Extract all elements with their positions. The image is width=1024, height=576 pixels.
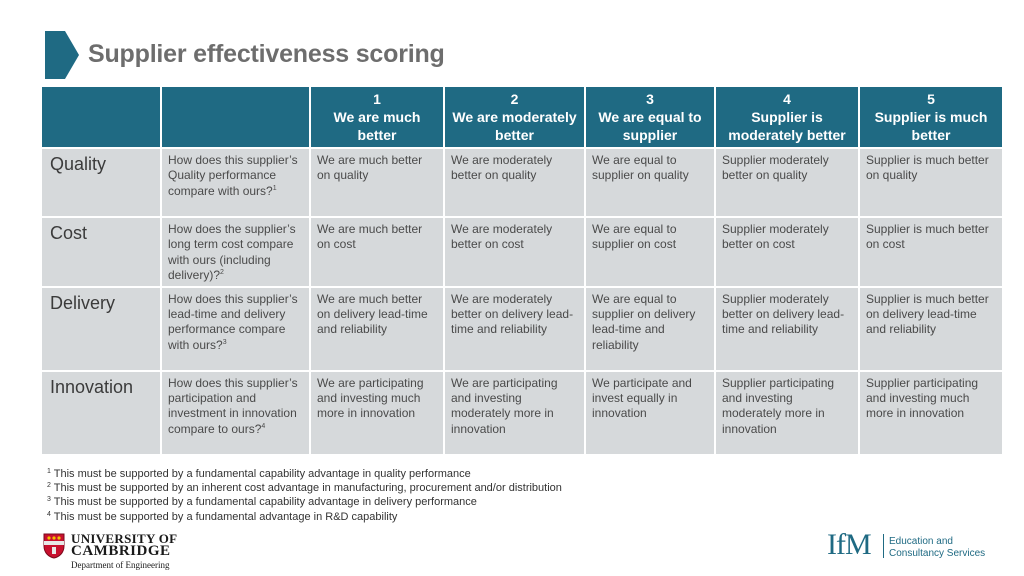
scoring-table: 1 We are much better 2 We are moderately b…: [40, 85, 1004, 456]
question-text: How does this supplier’s participation a…: [168, 375, 298, 436]
footnote: 4 This must be supported by a fundamenta…: [47, 510, 562, 524]
header-num: 3: [646, 91, 654, 107]
ifm-line2: Consultancy Services: [889, 548, 986, 559]
row-question: How does this supplier’s participation a…: [160, 369, 311, 456]
header-label: Supplier is moderately better: [728, 109, 846, 143]
footnote-ref: 1: [272, 184, 277, 192]
score-cell: Supplier moderately better on delivery l…: [714, 285, 860, 372]
question-text: How does the supplier’s long term cost c…: [168, 222, 296, 283]
score-cell: We are equal to supplier on delivery lea…: [584, 285, 716, 372]
ifm-text: Education and Consultancy Services: [889, 536, 985, 560]
header-empty-1: [40, 85, 162, 149]
header-num: 1: [373, 91, 381, 107]
page-title: Supplier effectiveness scoring: [88, 40, 445, 68]
footnote-ref: 4: [261, 422, 266, 430]
ifm-mark: IfM: [827, 528, 872, 561]
footnote-text: This must be supported by a fundamental …: [53, 468, 471, 480]
title-chevron-icon: [45, 31, 79, 79]
score-cell: We participate and invest equally in inn…: [584, 369, 716, 456]
score-cell: We are participating and investing moder…: [443, 369, 586, 456]
cambridge-line2: CAMBRIDGE: [71, 543, 171, 559]
header-score-2: 2 We are moderately better: [443, 85, 586, 149]
row-label: Innovation: [40, 369, 162, 456]
header-num: 2: [510, 91, 519, 107]
footnote-text: This must be supported by an inherent co…: [53, 482, 562, 495]
table-row-quality: Quality How does this supplier’s Quality…: [40, 147, 1004, 218]
score-cell: We are much better on cost: [309, 216, 445, 288]
score-cell: Supplier is much better on delivery lead…: [858, 285, 1004, 372]
row-question: How does this supplier’s lead-time and d…: [160, 285, 311, 372]
header-label: We are equal to supplier: [598, 109, 702, 143]
header-num: 5: [927, 91, 935, 107]
footnote-number: 4: [47, 510, 51, 518]
footnote-text: This must be supported by a fundamental …: [53, 496, 477, 509]
score-cell: Supplier is much better on quality: [858, 147, 1004, 218]
header-score-4: 4 Supplier is moderately better: [714, 85, 860, 149]
footnote-number: 3: [47, 496, 51, 504]
question-text: How does this supplier’s Quality perform…: [168, 153, 298, 198]
score-cell: We are much better on delivery lead-time…: [309, 285, 445, 372]
ifm-divider: [883, 534, 884, 558]
footnotes: 1 This must be supported by a fundamenta…: [47, 467, 562, 524]
row-label: Cost: [40, 216, 162, 288]
header-score-3: 3 We are equal to supplier: [584, 85, 716, 149]
cambridge-shield-icon: [43, 533, 65, 559]
header-empty-2: [160, 85, 311, 149]
score-cell: Supplier is much better on cost: [858, 216, 1004, 288]
cambridge-logo: UNIVERSITY OF CAMBRIDGE Department of En…: [43, 530, 183, 574]
footnote-text: This must be supported by a fundamental …: [53, 510, 398, 523]
score-cell: Supplier moderately better on cost: [714, 216, 860, 288]
table-row-cost: Cost How does the supplier’s long term c…: [40, 216, 1004, 288]
score-cell: We are moderately better on quality: [443, 147, 586, 218]
footnote: 3 This must be supported by a fundamenta…: [47, 495, 562, 509]
ifm-line1: Education and: [889, 536, 953, 547]
footnote-number: 1: [47, 468, 51, 475]
footnote-ref: 2: [220, 269, 224, 277]
header-label: Supplier is much better: [874, 109, 988, 143]
score-cell: Supplier moderately better on quality: [714, 147, 860, 218]
header-num: 4: [783, 91, 791, 107]
score-cell: Supplier participating and investing mod…: [714, 369, 860, 456]
score-cell: We are participating and investing much …: [309, 369, 445, 456]
row-question: How does the supplier’s long term cost c…: [160, 216, 311, 288]
header-score-1: 1 We are much better: [309, 85, 445, 149]
score-cell: We are moderately better on cost: [443, 216, 586, 288]
score-cell: We are equal to supplier on cost: [584, 216, 716, 288]
score-cell: We are equal to supplier on quality: [584, 147, 716, 218]
score-cell: We are much better on quality: [309, 147, 445, 218]
question-text: How does this supplier’s lead-time and d…: [168, 291, 298, 352]
header-row: 1 We are much better 2 We are moderately b…: [40, 85, 1004, 149]
score-cell: We are moderately better on delivery lea…: [443, 285, 586, 372]
header-label: We are moderately better: [452, 109, 577, 143]
score-cell: Supplier participating and investing muc…: [858, 369, 1004, 456]
row-label: Delivery: [40, 285, 162, 372]
footnote-number: 2: [47, 482, 51, 490]
cambridge-dept: Department of Engineering: [71, 560, 170, 570]
cambridge-line1: UNIVERSITY OF: [71, 531, 178, 546]
footnote-ref: 3: [222, 338, 227, 346]
footnote: 2 This must be supported by an inherent …: [47, 481, 562, 495]
row-label: Quality: [40, 147, 162, 218]
footnote: 1 This must be supported by a fundamenta…: [47, 467, 562, 481]
table-row-delivery: Delivery How does this supplier’s lead-t…: [40, 285, 1004, 372]
header-label: We are much better: [333, 109, 421, 143]
ifm-logo: IfM Education and Consultancy Services: [827, 530, 997, 562]
header-score-5: 5 Supplier is much better: [858, 85, 1004, 149]
row-question: How does this supplier’s Quality perform…: [160, 147, 311, 218]
table-row-innovation: Innovation How does this supplier’s part…: [40, 369, 1004, 456]
